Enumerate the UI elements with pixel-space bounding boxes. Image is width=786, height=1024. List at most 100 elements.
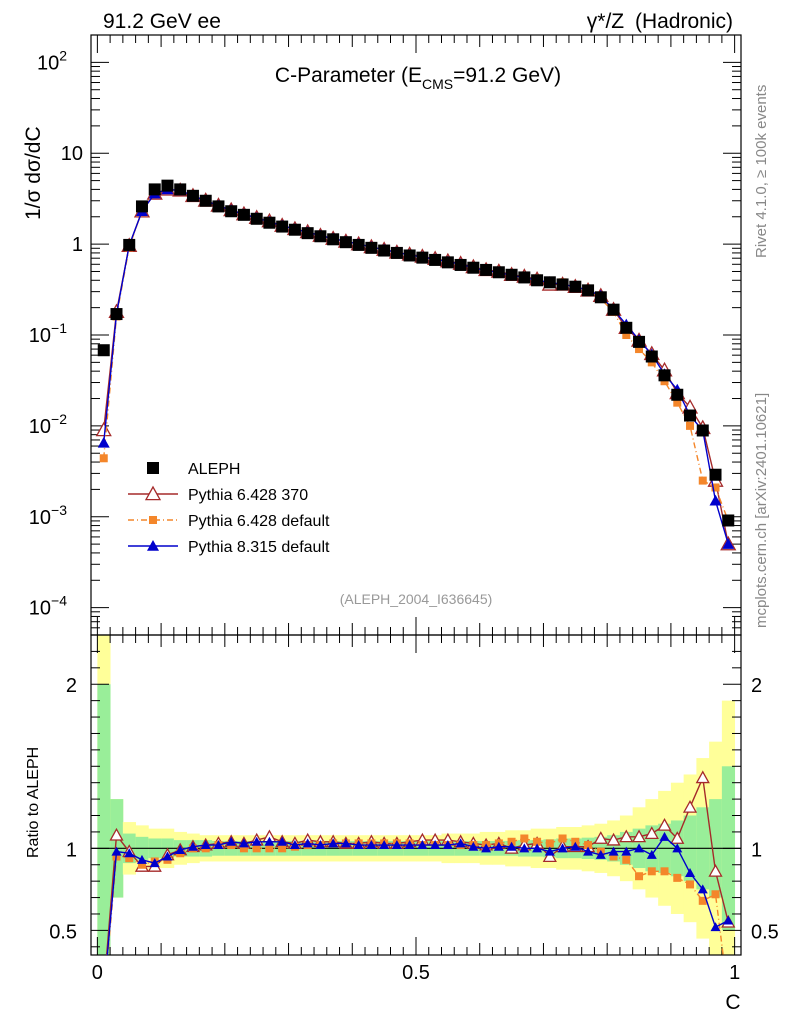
data-point xyxy=(301,227,314,240)
data-point xyxy=(723,915,734,925)
data-point xyxy=(506,841,517,851)
data-point xyxy=(644,826,659,840)
data-point xyxy=(583,846,594,856)
data-point xyxy=(631,829,647,843)
data-point xyxy=(594,291,607,304)
data-point xyxy=(711,890,720,899)
y-tick-base: 10 xyxy=(29,598,51,620)
data-point xyxy=(533,837,542,846)
data-point xyxy=(480,263,493,276)
data-point xyxy=(481,843,492,853)
legend-item: Pythia 6.428 default xyxy=(128,513,330,530)
data-point xyxy=(633,335,646,348)
data-point xyxy=(685,867,696,877)
data-point xyxy=(710,922,721,932)
data-point xyxy=(621,846,632,856)
ratio-y-tick-label: 1 xyxy=(66,839,77,861)
data-point xyxy=(199,194,212,207)
data-point xyxy=(442,840,453,850)
data-point xyxy=(635,345,644,354)
data-point xyxy=(455,838,466,848)
data-point xyxy=(327,233,340,246)
data-point xyxy=(493,841,504,851)
data-point xyxy=(111,846,122,856)
data-point xyxy=(686,880,695,889)
data-point xyxy=(698,476,707,485)
data-point xyxy=(288,223,301,236)
x-tick-label: 0 xyxy=(92,962,103,984)
data-point xyxy=(430,840,441,850)
y-tick-exponent: −2 xyxy=(51,411,67,427)
data-point xyxy=(212,200,225,213)
data-point xyxy=(660,867,669,876)
data-point xyxy=(339,236,352,249)
ratio-y-axis-label: Ratio to ALEPH xyxy=(25,747,42,858)
data-point xyxy=(467,261,480,274)
rivet-version-label: Rivet 4.1.0, ≥ 100k events xyxy=(753,85,770,258)
data-point xyxy=(607,303,620,316)
data-point xyxy=(429,253,442,266)
data-point xyxy=(697,884,708,894)
data-point xyxy=(100,997,108,1005)
data-point xyxy=(647,867,656,876)
data-point xyxy=(417,840,428,850)
data-point xyxy=(646,849,657,859)
data-point xyxy=(328,838,339,848)
main-series xyxy=(95,179,737,551)
data-point xyxy=(622,855,631,864)
y-tick-label: 1 xyxy=(72,234,83,256)
data-point xyxy=(658,369,671,382)
band-inner xyxy=(97,684,111,955)
analysis-tag: (ALEPH_2004_I636645) xyxy=(340,591,493,607)
data-point xyxy=(672,843,683,853)
data-point xyxy=(352,238,365,251)
data-point xyxy=(97,344,110,357)
legend: ALEPH Pythia 6.428 370 Pythia 6.428 defaul… xyxy=(128,461,330,556)
data-point xyxy=(174,183,187,196)
data-point xyxy=(366,840,377,850)
data-point xyxy=(582,284,595,297)
mcplots-source-label: mcplots.cern.ch [arXiv:2401.10621] xyxy=(753,393,770,628)
data-point xyxy=(722,538,735,549)
data-point xyxy=(645,350,658,363)
data-point xyxy=(635,872,644,881)
data-point xyxy=(379,840,390,850)
y-tick-label: 102 xyxy=(37,47,67,74)
y-tick-exponent: −3 xyxy=(51,502,67,518)
ratio-y-tick-label: 2 xyxy=(66,675,77,697)
data-point xyxy=(239,844,248,853)
data-point xyxy=(99,991,109,1000)
data-point xyxy=(696,424,709,437)
header-left: 91.2 GeV ee xyxy=(103,10,221,33)
data-point xyxy=(620,321,633,334)
data-point xyxy=(698,896,707,905)
ratio-y-tick-label-right: 0.5 xyxy=(751,921,779,943)
data-point xyxy=(149,516,157,524)
data-point xyxy=(314,230,327,243)
data-point xyxy=(264,836,275,846)
chart-title-sub: CMS xyxy=(422,76,453,92)
data-point xyxy=(289,840,300,850)
y-tick-base: 1 xyxy=(72,234,83,256)
y-tick-label: 10−1 xyxy=(29,320,67,347)
data-point xyxy=(416,251,429,264)
data-point xyxy=(708,863,723,877)
data-point xyxy=(695,770,710,784)
x-tick-label: 1 xyxy=(729,962,740,984)
legend-label: Pythia 8.315 default xyxy=(188,539,330,556)
data-point xyxy=(315,840,326,850)
data-point xyxy=(200,840,211,850)
data-point xyxy=(505,268,518,281)
data-point xyxy=(670,831,685,844)
data-point xyxy=(378,244,391,257)
data-point xyxy=(135,200,148,213)
y-axis-label: 1/σ dσ/dC xyxy=(22,126,45,220)
data-point xyxy=(454,258,467,271)
data-point xyxy=(584,841,593,850)
data-point xyxy=(595,849,606,859)
data-point xyxy=(144,485,162,501)
data-point xyxy=(213,840,224,850)
data-point xyxy=(608,846,619,856)
y-tick-label: 10−4 xyxy=(29,593,67,620)
